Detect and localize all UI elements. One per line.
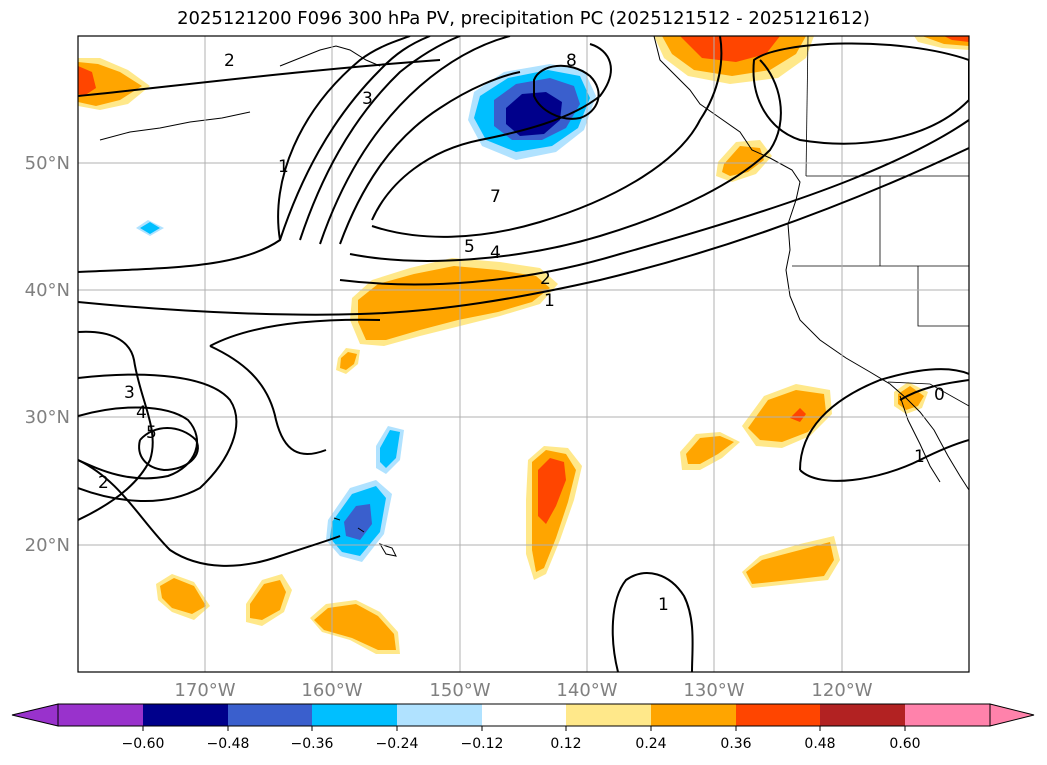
lat-axis-labels: 20°N 30°N 40°N 50°N bbox=[25, 153, 70, 556]
colorbar-tick-label: 0.12 bbox=[550, 736, 581, 752]
contour-label: 1 bbox=[658, 595, 669, 615]
lat-label: 50°N bbox=[25, 153, 70, 174]
contour-label: 5 bbox=[146, 423, 157, 443]
colorbar-segment bbox=[312, 704, 397, 726]
contour-label: 1 bbox=[278, 157, 289, 177]
colorbar-extend-high bbox=[989, 703, 1035, 727]
lat-label: 40°N bbox=[25, 280, 70, 301]
lon-axis-labels: 170°W 160°W 150°W 140°W 130°W 120°W bbox=[174, 680, 872, 701]
contour-label: 2 bbox=[540, 269, 551, 289]
colorbar-tick-label: 0.60 bbox=[889, 736, 920, 752]
colorbar-segment bbox=[482, 704, 566, 726]
pv-contour-labels: 2 3 1 8 7 5 4 2 1 3 4 5 2 1 1 0 bbox=[98, 51, 945, 615]
colorbar-tick-label: −0.60 bbox=[122, 736, 165, 752]
pv-contours bbox=[78, 36, 969, 672]
contour-label: 2 bbox=[98, 473, 109, 493]
colorbar-segment bbox=[820, 704, 905, 726]
contour-label: 1 bbox=[914, 447, 925, 467]
lat-label: 20°N bbox=[25, 535, 70, 556]
colorbar-tick-label: −0.12 bbox=[461, 736, 504, 752]
colorbar-tick-label: 0.48 bbox=[804, 736, 835, 752]
colorbar-segment bbox=[228, 704, 312, 726]
precip-negative-shading bbox=[136, 64, 596, 562]
colorbar-tick-label: −0.24 bbox=[376, 736, 419, 752]
lon-label: 130°W bbox=[683, 680, 744, 701]
lon-label: 170°W bbox=[174, 680, 235, 701]
map-title: 2025121200 F096 300 hPa PV, precipitatio… bbox=[177, 8, 870, 29]
contour-label: 3 bbox=[124, 383, 135, 403]
colorbar-tick-labels: −0.60 −0.48 −0.36 −0.24 −0.12 0.12 0.24 … bbox=[122, 736, 921, 752]
contour-label: 4 bbox=[490, 243, 501, 263]
contour-label: 8 bbox=[566, 51, 577, 71]
colorbar-segment bbox=[58, 704, 143, 726]
gridlines bbox=[78, 36, 969, 672]
lon-label: 150°W bbox=[429, 680, 490, 701]
colorbar-segment bbox=[143, 704, 228, 726]
lon-label: 120°W bbox=[811, 680, 872, 701]
colorbar-segment bbox=[566, 704, 651, 726]
contour-label: 5 bbox=[464, 237, 475, 257]
colorbar-segment bbox=[651, 704, 736, 726]
contour-label: 1 bbox=[544, 291, 555, 311]
colorbar-frame bbox=[57, 703, 991, 727]
colorbar-tick-label: −0.48 bbox=[207, 736, 250, 752]
contour-label: 7 bbox=[490, 187, 501, 207]
plot-area: 2 3 1 8 7 5 4 2 1 3 4 5 2 1 1 0 bbox=[78, 36, 969, 672]
lat-label: 30°N bbox=[25, 407, 70, 428]
lon-label: 160°W bbox=[301, 680, 362, 701]
colorbar-ticks bbox=[142, 726, 906, 731]
precip-shading bbox=[78, 36, 969, 654]
colorbar: −0.60 −0.48 −0.36 −0.24 −0.12 0.12 0.24 … bbox=[11, 703, 1035, 752]
contour-label: 0 bbox=[934, 385, 945, 405]
colorbar-segment bbox=[397, 704, 482, 726]
contour-label: 2 bbox=[224, 51, 235, 71]
contour-label: 4 bbox=[136, 403, 147, 423]
lon-label: 140°W bbox=[556, 680, 617, 701]
colorbar-segment bbox=[905, 704, 990, 726]
contour-label: 3 bbox=[362, 89, 373, 109]
colorbar-extend-low bbox=[11, 703, 59, 727]
colorbar-tick-label: 0.36 bbox=[720, 736, 751, 752]
borders bbox=[792, 36, 969, 407]
colorbar-tick-label: −0.36 bbox=[291, 736, 334, 752]
plot-frame bbox=[77, 35, 970, 673]
colorbar-segment bbox=[736, 704, 820, 726]
colorbar-tick-label: 0.24 bbox=[635, 736, 666, 752]
